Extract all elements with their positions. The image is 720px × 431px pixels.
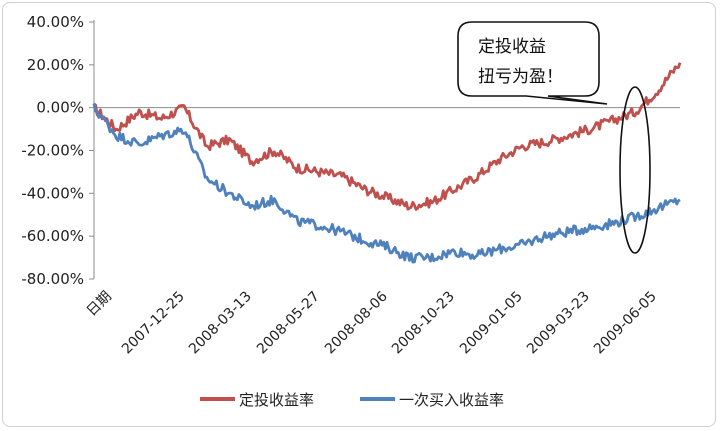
y-tick-label: 20.00% <box>27 56 84 74</box>
x-tick-label-2009-06-05: 2009-06-05 <box>591 289 660 358</box>
series-line-dingtou <box>93 62 682 211</box>
x-tick-label-2008-10-23: 2008-10-23 <box>389 289 458 358</box>
series-lines <box>92 62 682 264</box>
y-tick-label: -20.00% <box>21 142 84 160</box>
highlight-ellipse <box>619 86 651 254</box>
legend-label-yici: 一次买入收益率 <box>399 391 504 409</box>
legend: 定投收益率 一次买入收益率 <box>200 391 504 409</box>
callout-line-2: 扭亏为盈！ <box>478 67 563 87</box>
y-tick-label: -60.00% <box>21 227 84 245</box>
chart-frame <box>2 2 716 427</box>
x-tick-label-label: 日期 <box>84 289 115 320</box>
legend-label-dingtou: 定投收益率 <box>239 391 314 409</box>
callout-line-1: 定投收益 <box>478 37 546 57</box>
y-tick-label: -40.00% <box>21 184 84 202</box>
series-line-yici <box>92 103 681 264</box>
x-tick-label-2008-03-13: 2008-03-13 <box>186 289 255 358</box>
x-tick-label-2009-03-23: 2009-03-23 <box>524 289 593 358</box>
y-tick-label: 0.00% <box>36 99 84 117</box>
x-tick-label-2008-08-06: 2008-08-06 <box>322 288 391 357</box>
x-tick-label-2009-01-05: 2009-01-05 <box>457 289 526 358</box>
y-tick-label: 40.00% <box>27 13 84 31</box>
y-axis-ticks: 40.00% 20.00% 0.00% -20.00% -40.00% -60.00% -8… <box>21 13 94 288</box>
callout-bubble <box>457 21 608 105</box>
x-tick-label-2008-05-27: 2008-05-27 <box>254 289 323 358</box>
y-tick-label: -80.00% <box>21 270 84 288</box>
annotation: 定投收益 扭亏为盈！ <box>457 21 651 254</box>
x-tick-label-2007-12-25: 2007-12-25 <box>119 289 188 358</box>
